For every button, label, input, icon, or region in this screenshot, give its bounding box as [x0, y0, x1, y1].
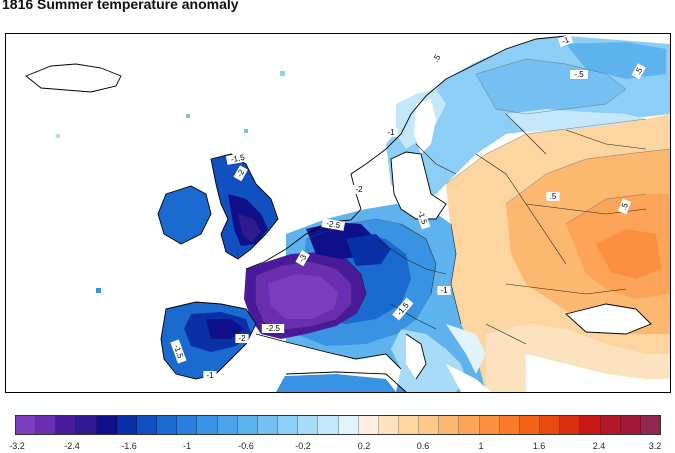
colorbar-cell [439, 416, 460, 434]
colorbar-cell [338, 416, 359, 434]
contour-label: -2 [235, 334, 249, 343]
colorbar-cell [96, 416, 117, 434]
colorbar-tick-label: 2.4 [592, 441, 606, 451]
colorbar-cell [600, 416, 621, 434]
colorbar-cell [580, 416, 601, 434]
contour-label: -1 [203, 371, 217, 380]
contour-label-text: -1 [440, 286, 448, 295]
colorbar-tick-label: -3.2 [9, 441, 25, 451]
colorbar-tick-label: -0.2 [295, 441, 311, 451]
contour-label-text: -2 [238, 334, 246, 343]
contour-label: -1 [384, 128, 398, 137]
colorbar-cell [620, 416, 641, 434]
contour-label: -2 [233, 165, 248, 182]
colorbar-cell [519, 416, 541, 434]
coastlines [25, 35, 652, 392]
contour-label-text: -2.5 [266, 324, 280, 333]
contour-label-text: -1 [561, 35, 571, 46]
colorbar-tick-label: 1 [478, 441, 484, 451]
colorbar-tick-label: -1 [182, 441, 192, 451]
colorbar-tick-label: -1.6 [121, 441, 137, 451]
colorbar-cell [136, 416, 158, 434]
sea-ice-pixels [56, 71, 285, 293]
contour-label: -.5 [570, 70, 588, 79]
colorbar-cell [197, 416, 218, 434]
contour-label: .5 [546, 192, 560, 201]
contour-label: -3 [295, 250, 310, 267]
temperature-anomaly-map: -1.5-.5.5-1-1.5-2-2-1.5.5.5-2.5-3-2-2.5-… [6, 34, 670, 392]
contour-label: .5 [618, 198, 632, 215]
colorbar-cell [459, 416, 480, 434]
contour-labels: -1.5-.5.5-1-1.5-2-2-1.5.5.5-2.5-3-2-2.5-… [170, 34, 646, 380]
colorbar [15, 415, 661, 435]
contour-label: .5 [631, 63, 646, 80]
colorbar-cell [358, 416, 379, 434]
contour-label-text: .5 [431, 53, 442, 64]
colorbar-cell [257, 416, 279, 434]
contour-lines [255, 58, 670, 335]
contour-label: -2.5 [261, 324, 285, 333]
colorbar-tick-label: 0.2 [357, 441, 371, 451]
contour-label-text: -2 [235, 167, 247, 178]
colorbar-cell [560, 416, 581, 434]
colorbar-cell [318, 416, 339, 434]
colorbar-tick-label: -2.4 [64, 441, 80, 451]
colorbar-cell [36, 416, 57, 434]
contour-label-text: .5 [550, 192, 557, 201]
contour-label: -1 [437, 286, 451, 295]
colorbar-tick-labels: -3.2 -2.4 -1.6 -1 -0.6 -0.2 0.2 0.6 1 1.6 2.4 3.2 [9, 441, 662, 453]
colorbar-cell [237, 416, 258, 434]
colorbar-cell [419, 416, 440, 434]
contour-label-text: .5 [633, 66, 644, 77]
contour-label-text: -1.5 [230, 153, 246, 164]
map-title: 1816 Summer temperature anomaly [2, 0, 239, 12]
contour-label-text: -1 [387, 128, 395, 137]
colorbar-cell [398, 416, 420, 434]
colorbar-cell [640, 416, 660, 434]
map-frame: -1.5 -.5.5 -1 -1.5 -2 -2 -1.5.5.5 -2.5 -3 -2 -2.5-… [5, 33, 671, 393]
contour-label-text: -3 [297, 252, 309, 263]
contour-label-text: -1 [206, 371, 214, 380]
contour-label-text: -2 [355, 185, 363, 194]
colorbar-cell [499, 416, 520, 434]
colorbar-cell [278, 416, 299, 434]
contour-label: -1 [557, 34, 574, 48]
colorbar-tick-label: 0.6 [416, 441, 430, 451]
sea-areas [6, 34, 651, 392]
colorbar-cell [76, 416, 97, 434]
contour-label: -1.5 [225, 152, 250, 165]
colorbar-cell [217, 416, 238, 434]
colorbar-tick-label: 1.6 [532, 441, 546, 451]
colorbar-cell [378, 416, 399, 434]
contour-label-text: -2.5 [326, 219, 342, 230]
colorbar-cell [479, 416, 500, 434]
colorbar-cell [298, 416, 319, 434]
colorbar-tick-label: -0.6 [238, 441, 254, 451]
colorbar-cell [116, 416, 137, 434]
contour-label: .5 [429, 50, 444, 67]
contour-label-text: .5 [619, 201, 630, 211]
contour-label-text: -.5 [574, 70, 584, 79]
colorbar-cell [56, 416, 77, 434]
colorbar-cell [16, 416, 37, 434]
contour-label: -2 [352, 185, 366, 194]
colorbar-tick-label: 3.2 [648, 441, 662, 451]
colorbar-cell [540, 416, 561, 434]
colorbar-cell [157, 416, 178, 434]
contour-label: -2.5 [321, 218, 346, 231]
colorbar-cell [177, 416, 198, 434]
